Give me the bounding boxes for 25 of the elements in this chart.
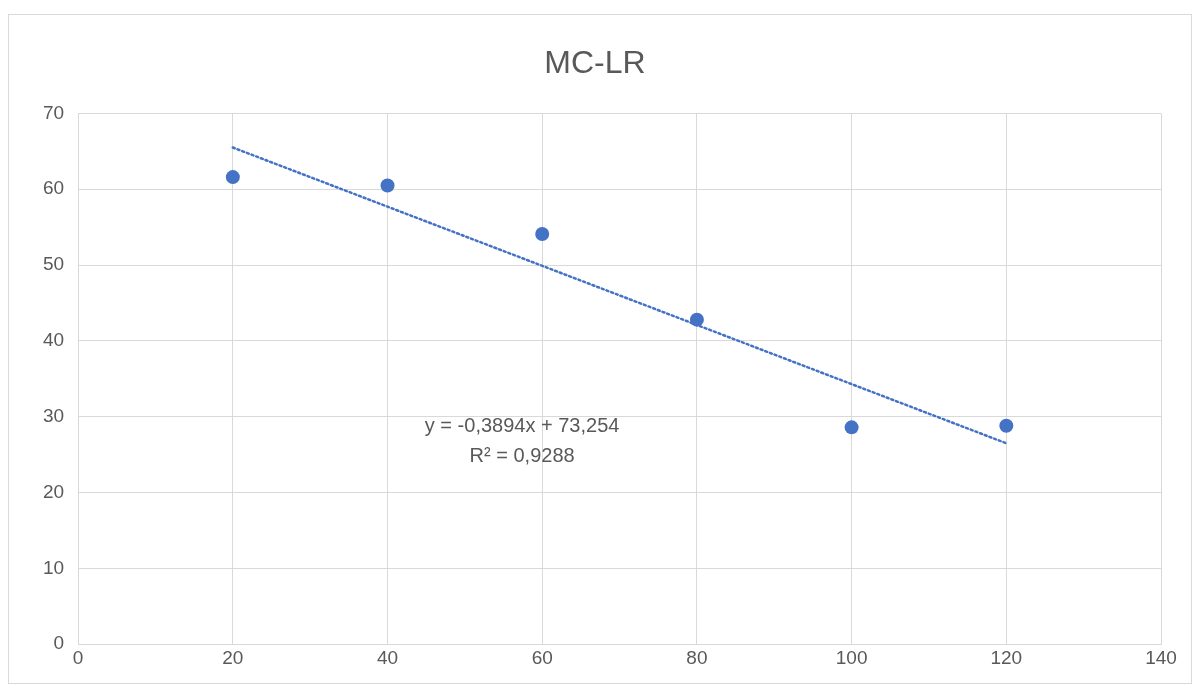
x-tick-label: 80 bbox=[686, 646, 708, 668]
y-tick-label: 20 bbox=[42, 480, 65, 502]
x-tick-label: 120 bbox=[990, 646, 1023, 668]
annotation: y = -0,3894x + 73,254 bbox=[424, 413, 620, 436]
x-tick-label: 100 bbox=[835, 646, 868, 668]
x-tick-label: 0 bbox=[72, 646, 84, 668]
y-tick-label: 30 bbox=[42, 404, 65, 426]
point bbox=[380, 178, 395, 193]
y-tick-label: 0 bbox=[53, 632, 65, 654]
y-tick-label: 50 bbox=[42, 253, 65, 275]
x-tick-label: 20 bbox=[222, 646, 244, 668]
point bbox=[844, 420, 859, 435]
y-tick-label: 40 bbox=[42, 329, 65, 351]
point bbox=[999, 418, 1014, 433]
point bbox=[535, 226, 550, 241]
annotation: R² = 0,9288 bbox=[469, 443, 575, 466]
point bbox=[225, 170, 240, 185]
x-tick-label: 60 bbox=[531, 646, 553, 668]
point bbox=[689, 312, 704, 327]
y-tick-label: 10 bbox=[42, 556, 65, 578]
x-tick-label: 140 bbox=[1145, 646, 1177, 668]
y-tick-label: 60 bbox=[42, 177, 65, 199]
y-tick-label: 70 bbox=[42, 101, 65, 123]
chart-title: MC-LR bbox=[544, 44, 646, 81]
x-tick-label: 40 bbox=[376, 646, 399, 668]
